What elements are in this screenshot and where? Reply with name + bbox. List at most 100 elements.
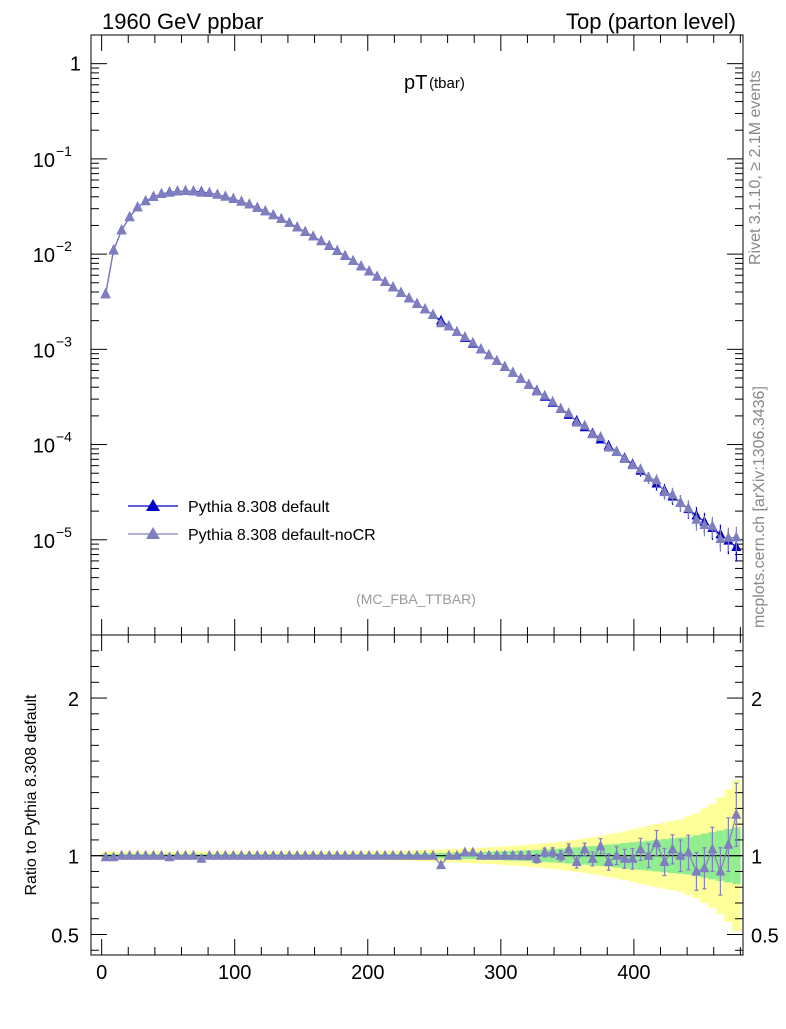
ratio-point [404, 849, 414, 860]
series-point-nocr [356, 260, 367, 271]
ratio-point [124, 849, 135, 860]
ratio-panel-frame [90, 634, 744, 956]
series-point-nocr [412, 297, 422, 308]
series-point-nocr [531, 385, 542, 396]
series-point-nocr [571, 416, 582, 427]
series-point-nocr [603, 441, 614, 452]
ratio-point [164, 851, 175, 862]
legend-marker-nocr [146, 527, 160, 539]
series-point-nocr [204, 187, 215, 197]
ratio-point [380, 849, 391, 860]
ratio-point [507, 849, 518, 860]
ratio-point [555, 849, 566, 860]
series-point-nocr [451, 326, 462, 336]
ratio-point [356, 849, 367, 860]
series-point-nocr [659, 486, 670, 497]
ratio-point [723, 838, 734, 849]
main-panel: 110−110−210−310−410−5 pT (tbar) (MC_FBA_… [33, 34, 744, 636]
series-point-nocr [443, 320, 454, 331]
main-ytick-exponent: −5 [56, 524, 72, 540]
header-left: 1960 GeV ppbar [102, 9, 263, 34]
ratio-point [707, 843, 718, 854]
series-point-nocr [595, 431, 606, 441]
ratio-point [420, 849, 430, 860]
series-point-nocr [467, 336, 478, 347]
ratio-point [172, 849, 183, 860]
ratio-point [212, 849, 223, 860]
ratio-point [603, 856, 614, 866]
series-point-nocr [340, 249, 351, 260]
ratio-point [475, 849, 486, 860]
series-point-nocr [148, 190, 159, 201]
ratio-point [156, 849, 167, 860]
ratio-point [683, 846, 694, 857]
ratio-point [188, 849, 199, 860]
series-point-nocr [324, 239, 335, 250]
ratio-xtick-label: 100 [218, 962, 251, 984]
ratio-point [324, 849, 335, 860]
mcplots-label: mcplots.cern.ch [arXiv:1306.3436] [751, 386, 768, 628]
main-ytick-label: 1 [70, 54, 81, 76]
ratio-point [148, 849, 159, 860]
series-point-nocr [372, 270, 383, 281]
ratio-point [268, 849, 279, 860]
main-ytick-label: 10 [33, 245, 55, 267]
series-point-nocr [364, 265, 375, 276]
series-point-nocr [116, 224, 127, 235]
ratio-point [340, 849, 351, 860]
ratio-point [635, 843, 646, 854]
ratio-xtick-label: 0 [96, 962, 107, 984]
series-point-nocr [563, 407, 574, 418]
ratio-point [316, 849, 327, 860]
series-point-nocr [667, 488, 678, 499]
series-point-nocr [196, 186, 207, 197]
ratio-point [699, 862, 710, 873]
series-point-nocr [635, 463, 646, 474]
ratio-ylabel: Ratio to Pythia 8.308 default [23, 694, 40, 896]
ratio-point [523, 849, 534, 860]
ratio-point [308, 849, 319, 860]
ratio-point [467, 846, 478, 857]
series-point-nocr [539, 389, 550, 400]
chart-title-main: pT [404, 72, 427, 94]
series-point-nocr [499, 360, 510, 371]
ratio-point [276, 849, 287, 860]
ratio-ytick-label-left: 1 [68, 847, 79, 869]
series-point-nocr [316, 235, 327, 246]
ratio-point [443, 849, 454, 860]
series-point-nocr [268, 209, 279, 220]
series-point-nocr [515, 372, 526, 383]
series-point-nocr [124, 211, 135, 222]
ratio-point [579, 843, 590, 854]
series-point-nocr [220, 190, 231, 201]
ratio-point [627, 852, 638, 863]
ratio-point [284, 849, 295, 860]
series-point-nocr [156, 188, 167, 198]
ratio-point [388, 849, 398, 860]
ratio-point [372, 849, 383, 860]
series-point-nocr [651, 474, 662, 485]
series-point-nocr [244, 198, 255, 209]
ratio-point [619, 852, 630, 863]
series-point-nocr [699, 519, 710, 529]
ratio-ytick-label-left: 2 [68, 689, 79, 711]
legend: Pythia 8.308 default Pythia 8.308 defaul… [128, 499, 376, 544]
analysis-watermark: (MC_FBA_TTBAR) [356, 591, 476, 607]
main-ytick-exponent: −4 [56, 429, 72, 445]
ratio-point [348, 849, 359, 860]
series-point-nocr [100, 288, 111, 299]
series-point-nocr [212, 188, 223, 199]
ratio-point [292, 849, 303, 860]
ratio-point [132, 849, 143, 860]
series-point-nocr [284, 217, 295, 227]
series-point-nocr [140, 195, 151, 206]
main-ytick-label: 10 [33, 436, 55, 458]
series-point-nocr [348, 255, 359, 265]
ratio-point [715, 865, 726, 876]
ratio-ytick-label-left: 0.5 [51, 926, 79, 948]
series-point-nocr [108, 244, 119, 255]
series-point-nocr [691, 513, 702, 524]
series-point-nocr [675, 496, 686, 507]
ratio-xtick-label: 400 [617, 962, 650, 984]
ratio-point [300, 849, 311, 860]
